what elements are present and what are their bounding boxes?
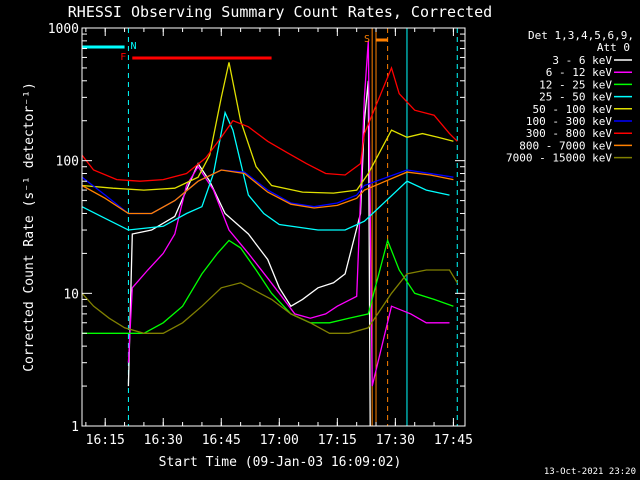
- y-tick-label-1000: 1000: [48, 22, 79, 37]
- x-tick-label-16-30: 16:30: [144, 433, 183, 448]
- x-tick-label-17-00: 17:00: [260, 433, 299, 448]
- y-axis-label: Corrected Count Rate (s⁻¹ detector⁻¹): [22, 82, 37, 372]
- legend-label-800-7000-kev: 800 - 7000 keV: [519, 139, 612, 152]
- legend-label-3-6-kev: 3 - 6 keV: [552, 54, 612, 67]
- legend-label-12-25-kev: 12 - 25 keV: [539, 78, 612, 91]
- flag-label-n: N: [131, 41, 137, 52]
- legend-label-100-300-kev: 100 - 300 keV: [526, 115, 612, 128]
- series-line-300-800-kev: [81, 65, 458, 182]
- series-line-7000-15000-kev: [81, 269, 458, 334]
- x-axis-label: Start Time (09-Jan-03 16:09:02): [159, 455, 402, 470]
- y-tick-label-1: 1: [71, 420, 79, 435]
- flag-label-s: S: [364, 34, 370, 45]
- axes-layer: 16:15 16:30 16:45 17:00 17:15 17:30 17:45 1 10 10…: [48, 22, 473, 448]
- footer-date: 13-Oct-2021 23:20: [544, 467, 636, 477]
- series-line-12-25-kev: [82, 238, 454, 334]
- series-line-25-50-kev: [81, 110, 450, 231]
- series-line-50-100-kev: [81, 62, 454, 194]
- x-tick-label-17-30: 17:30: [376, 433, 415, 448]
- legend-label-50-100-kev: 50 - 100 keV: [533, 103, 613, 116]
- legend-label-25-50-kev: 25 - 50 keV: [539, 91, 612, 104]
- series-line-800-7000-kev: [81, 169, 454, 215]
- plot-frame: [81, 27, 466, 427]
- legend-label-7000-15000-kev: 7000 - 15000 keV: [506, 152, 612, 165]
- x-tick-label-17-15: 17:15: [318, 433, 357, 448]
- x-tick-label-16-45: 16:45: [202, 433, 241, 448]
- flag-label-f: F: [120, 52, 126, 63]
- series-line-6-12-kev: [127, 40, 450, 387]
- x-tick-label-17-45: 17:45: [434, 433, 473, 448]
- legend-label-6-12-kev: 6 - 12 keV: [546, 66, 613, 79]
- legend-header-line-1: Det 1,3,4,5,6,9,: [528, 29, 634, 42]
- data-layer: NF S: [81, 28, 458, 427]
- legend-header-line-2: Att 0: [597, 41, 630, 54]
- chart-title: RHESSI Observing Summary Count Rates, Co…: [68, 3, 492, 21]
- y-tick-label-10: 10: [63, 287, 79, 302]
- legend-label-300-800-kev: 300 - 800 keV: [526, 127, 612, 140]
- x-tick-label-16-15: 16:15: [86, 433, 125, 448]
- y-tick-label-100: 100: [56, 155, 79, 170]
